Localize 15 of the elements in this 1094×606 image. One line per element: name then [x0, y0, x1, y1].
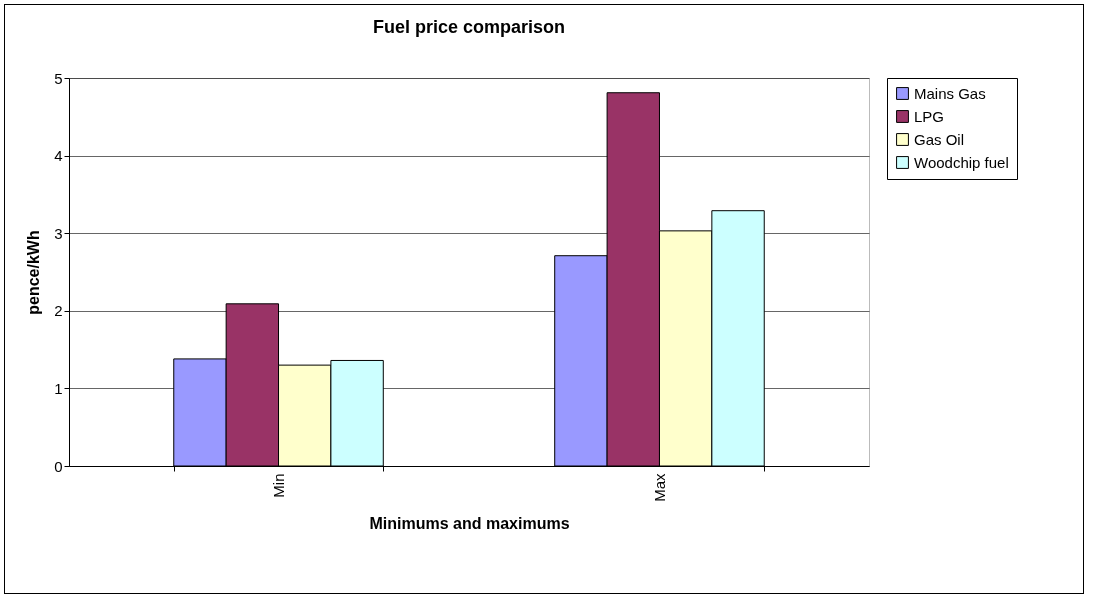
y-tick-label: 1	[54, 379, 63, 397]
y-tick-label: 0	[54, 457, 63, 475]
legend-label: Mains Gas	[914, 84, 986, 102]
legend-label: Gas Oil	[914, 130, 965, 148]
y-tick-label: 2	[54, 302, 63, 320]
legend-label: LPG	[914, 107, 945, 125]
y-tick-label: 5	[54, 69, 63, 87]
x-tick-label: Max	[650, 473, 668, 502]
y-tick-label: 4	[54, 147, 63, 165]
x-tick-label: Min	[270, 473, 288, 498]
legend-label: Woodchip fuel	[914, 153, 1009, 171]
chart-title: Fuel price comparison	[372, 17, 566, 37]
x-axis-title: Minimums and maximums	[369, 514, 570, 532]
y-axis-title: pence/kWh	[25, 230, 43, 315]
y-tick-label: 3	[54, 224, 63, 242]
